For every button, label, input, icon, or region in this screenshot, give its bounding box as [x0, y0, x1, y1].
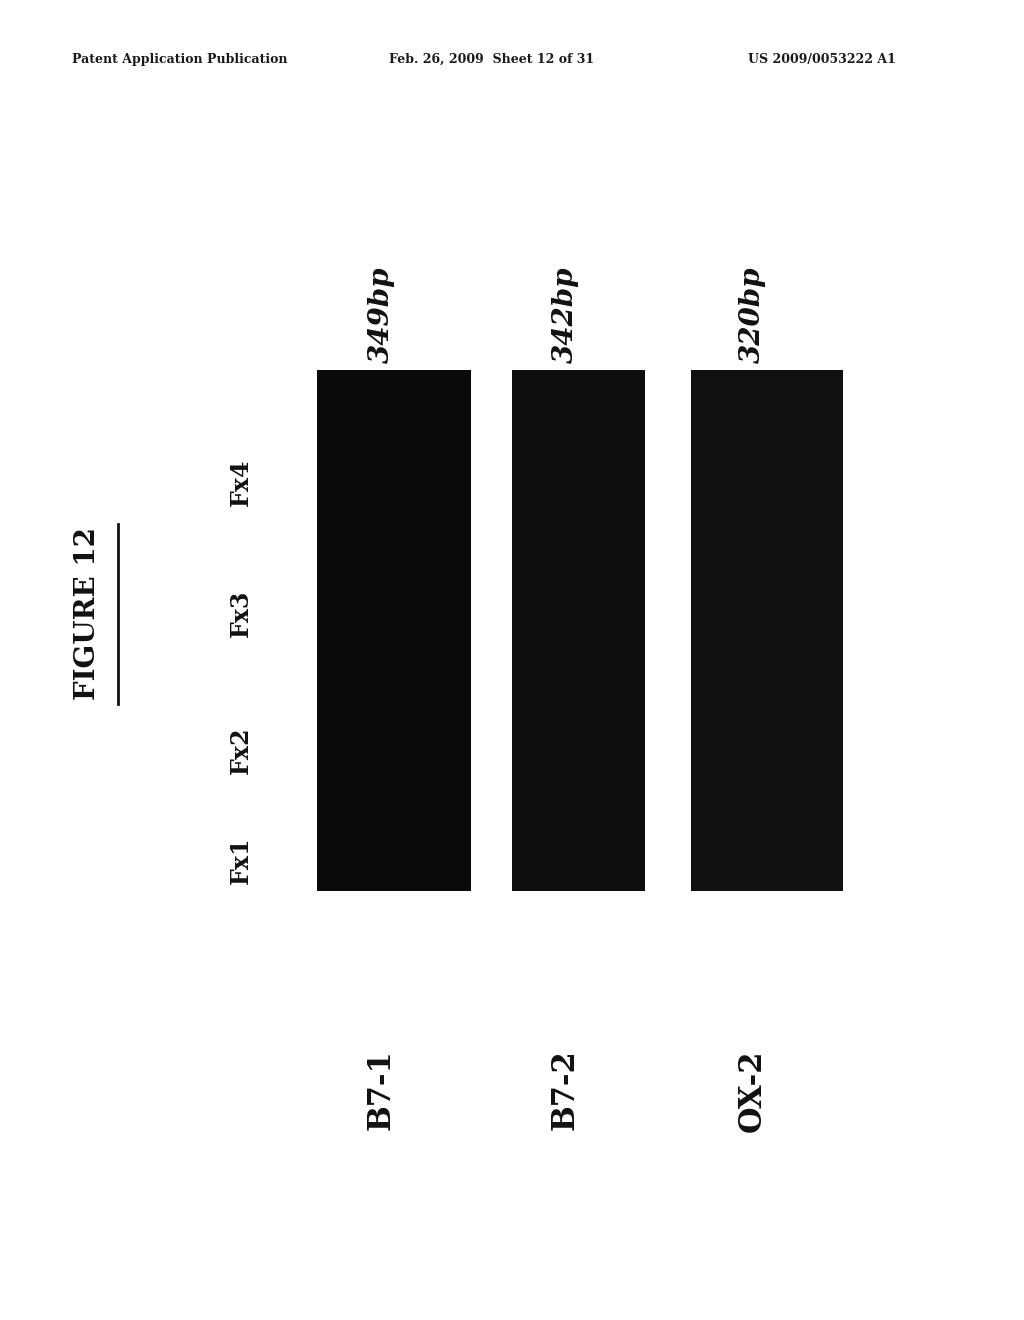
Text: Feb. 26, 2009  Sheet 12 of 31: Feb. 26, 2009 Sheet 12 of 31 [389, 53, 594, 66]
Text: 342bp: 342bp [552, 267, 579, 363]
Bar [691, 370, 843, 891]
Text: 320bp: 320bp [739, 267, 766, 363]
Text: FIGURE 12: FIGURE 12 [74, 527, 100, 701]
Text: Fx1: Fx1 [228, 837, 253, 884]
Text: Fx3: Fx3 [228, 590, 253, 638]
Bar [512, 370, 645, 891]
Bar [317, 370, 471, 891]
Text: B7-2: B7-2 [550, 1049, 581, 1130]
Text: B7-1: B7-1 [366, 1049, 396, 1130]
Text: Fx2: Fx2 [228, 726, 253, 774]
Text: 349bp: 349bp [368, 267, 394, 363]
Text: Patent Application Publication: Patent Application Publication [72, 53, 287, 66]
Text: OX-2: OX-2 [737, 1049, 768, 1133]
Text: Fx4: Fx4 [228, 458, 253, 506]
Text: US 2009/0053222 A1: US 2009/0053222 A1 [748, 53, 895, 66]
